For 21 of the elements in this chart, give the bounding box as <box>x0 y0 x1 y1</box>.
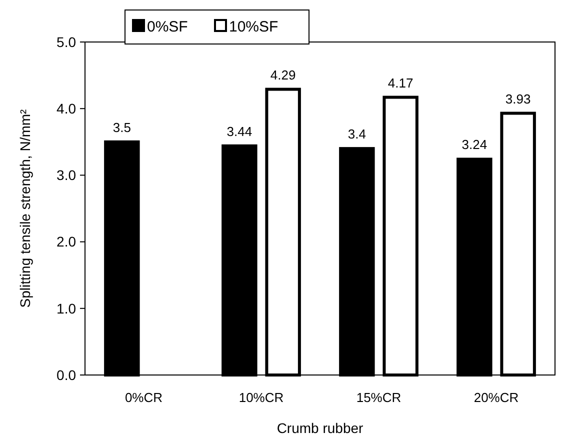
x-tick-label: 10%CR <box>238 390 284 405</box>
data-label: 3.4 <box>348 126 366 142</box>
data-label: 3.93 <box>505 91 531 106</box>
x-tick-label: 0%CR <box>124 390 163 405</box>
data-label: 4.17 <box>388 75 414 90</box>
data-label: 3.44 <box>226 124 252 139</box>
y-tick-label: 0.0 <box>56 366 76 383</box>
data-label: 3.5 <box>112 120 131 135</box>
y-tick-label: 1.0 <box>56 300 76 316</box>
data-label: 3.24 <box>462 137 488 152</box>
data-label: 4.29 <box>270 67 296 82</box>
legend-label: 10%SF <box>229 18 278 36</box>
x-tick-label: 20%CR <box>474 390 519 405</box>
y-tick-label: 5.0 <box>56 34 76 50</box>
y-axis-title: Splitting tensile strength, N/mm² <box>17 108 33 308</box>
y-tick-label: 3.0 <box>56 167 76 184</box>
x-axis-title: Crumb rubber <box>276 420 364 436</box>
y-tick-label: 2.0 <box>56 234 76 250</box>
legend-label: 0%SF <box>147 18 188 36</box>
y-tick-label: 4.0 <box>56 100 76 116</box>
x-tick-label: 15%CR <box>356 390 402 405</box>
